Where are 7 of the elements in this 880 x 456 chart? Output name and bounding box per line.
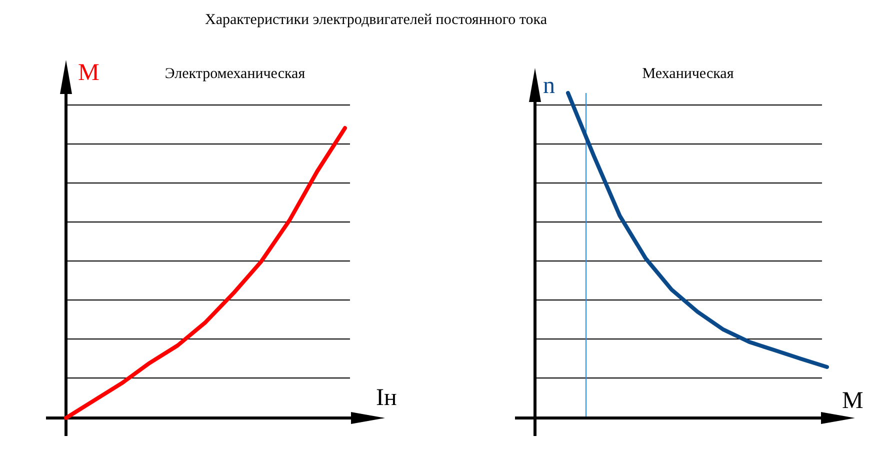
chart-title: Механическая [642,66,734,82]
x-axis-title: M [842,388,864,414]
y-axis-title: M [78,60,100,86]
x-axis-title: Iн [376,385,397,411]
chart-title: Электромеханическая [164,66,306,82]
text: Характеристики электродвигателей постоянного тока [205,12,548,28]
y-axis-title: n [543,73,555,99]
